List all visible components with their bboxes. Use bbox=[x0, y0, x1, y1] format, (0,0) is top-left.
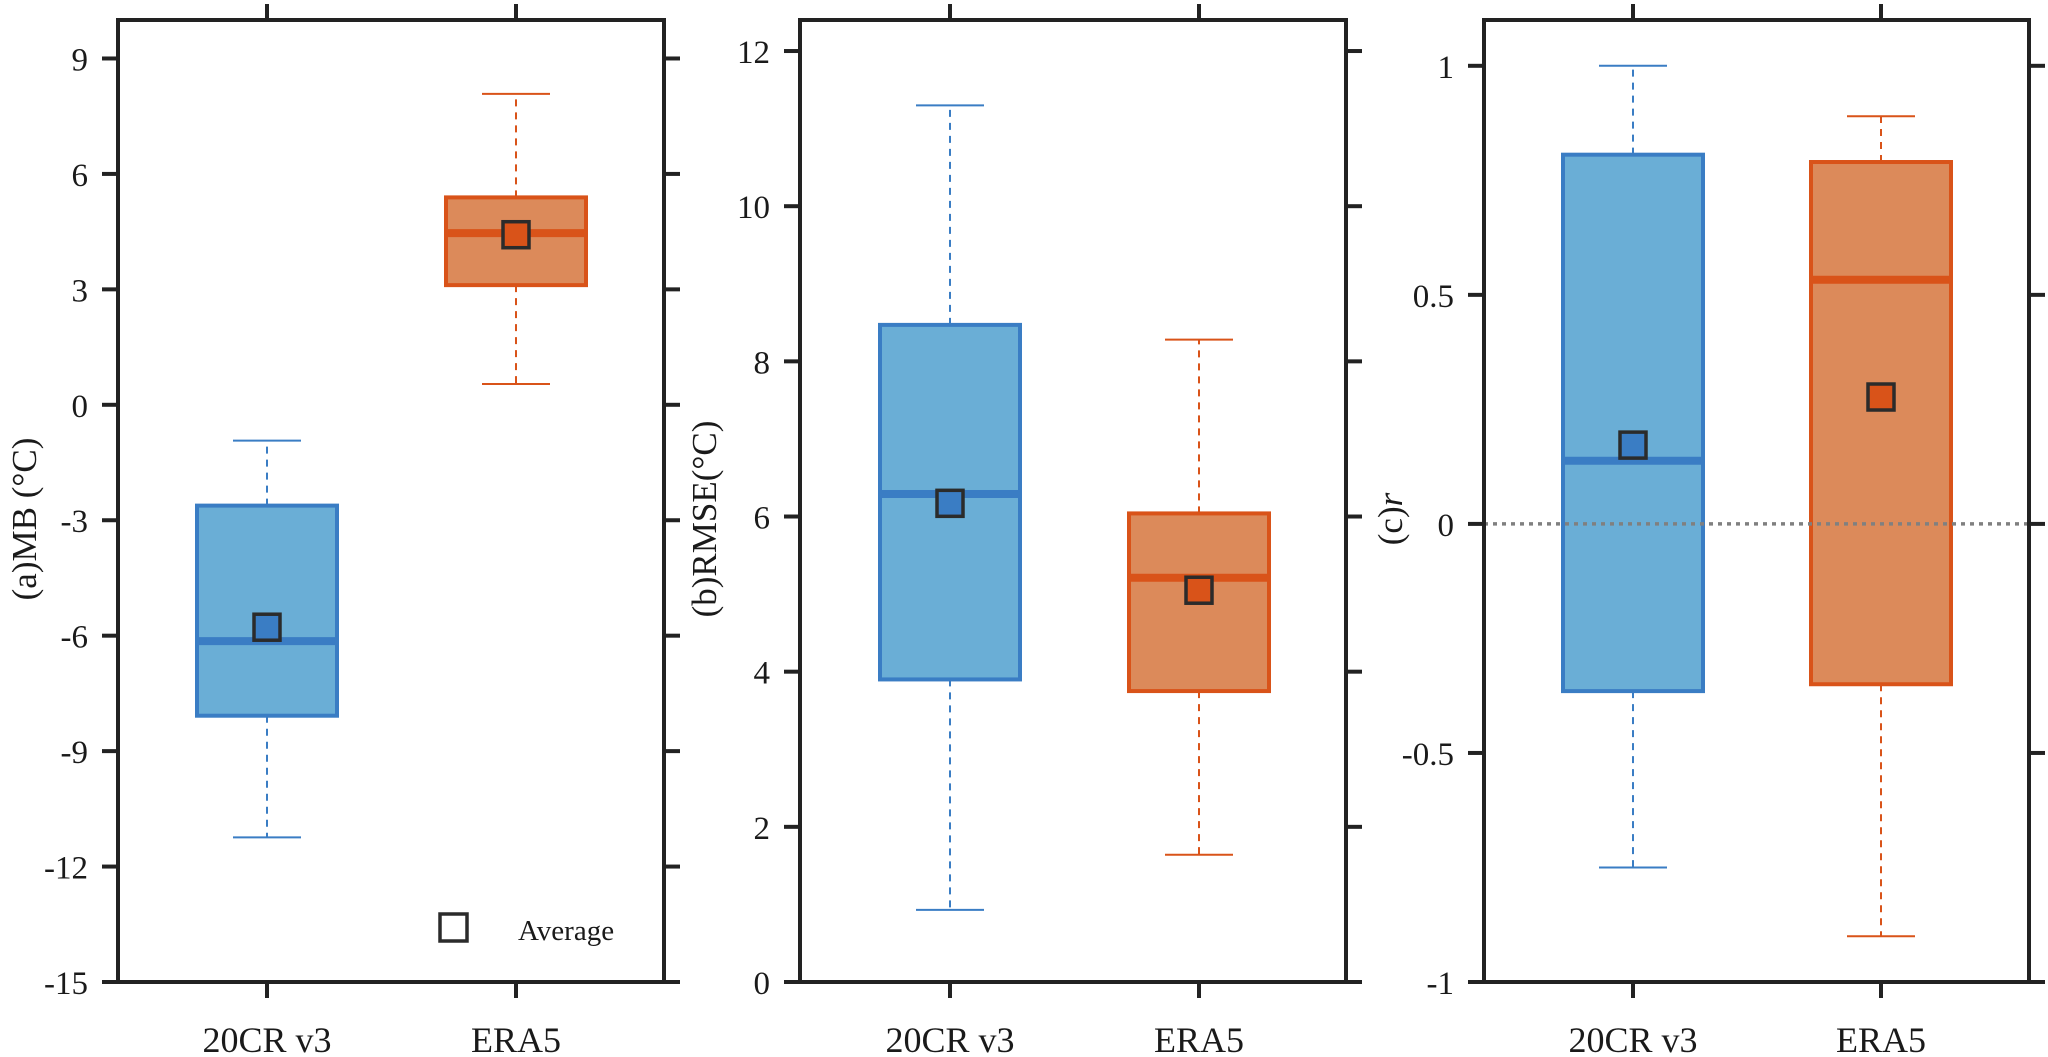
y-tick-label: 0 bbox=[1438, 508, 1455, 544]
axes-frame bbox=[798, 18, 1348, 984]
y-axis-title-italic-part: r bbox=[1371, 492, 1410, 506]
x-tick-label: 20CR v3 bbox=[202, 1020, 331, 1057]
box-era5 bbox=[1809, 115, 1953, 938]
y-tick-label: -15 bbox=[44, 966, 88, 1002]
panel-c-correlation: -1 -0.5 0 0.5 1 20CR v3 ERA5 (c)r bbox=[1371, 4, 2045, 1057]
y-tick-label: 0 bbox=[754, 966, 771, 1002]
mean-marker bbox=[501, 219, 531, 250]
mean-marker bbox=[252, 612, 282, 642]
mean-marker bbox=[935, 488, 965, 519]
y-tick-label: 0 bbox=[72, 389, 89, 425]
mean-marker bbox=[1618, 430, 1648, 460]
y-tick-label: -1 bbox=[1427, 966, 1455, 1002]
y-axis-title-part: (c) bbox=[1371, 506, 1410, 545]
y-tick-label: 6 bbox=[754, 501, 771, 537]
y-tick-label: 8 bbox=[754, 345, 771, 381]
y-tick-label: -3 bbox=[61, 504, 89, 540]
box-20cr-v3 bbox=[878, 104, 1022, 911]
iqr-box bbox=[195, 503, 339, 718]
y-tick-label: -0.5 bbox=[1402, 737, 1454, 773]
y-tick-label: 9 bbox=[72, 42, 89, 78]
legend-square-marker bbox=[438, 912, 469, 943]
y-tick-label: 3 bbox=[72, 273, 89, 309]
panel-b-rmse: 0 2 4 6 8 10 12 20CR v3 ERA5 (b)RMSE(°C) bbox=[685, 4, 1362, 1057]
y-tick-label: 1 bbox=[1438, 50, 1455, 86]
legend-label-average: Average bbox=[518, 915, 614, 947]
box-20cr-v3 bbox=[195, 439, 339, 839]
mean-marker bbox=[1866, 382, 1896, 412]
mean-marker bbox=[1184, 575, 1214, 605]
y-tick-label: -12 bbox=[44, 851, 88, 887]
y-tick-label: -6 bbox=[61, 620, 89, 656]
y-tick-label: -9 bbox=[61, 735, 89, 771]
box-era5 bbox=[1127, 338, 1271, 856]
panel-a-mean-bias: -15 -12 -9 -6 -3 0 3 6 9 20CR v3 ERA5 (a)MB (°C) Ave… bbox=[5, 4, 680, 1057]
axes-frame bbox=[116, 18, 666, 984]
x-tick-label: ERA5 bbox=[471, 1020, 561, 1057]
y-tick-label: 0.5 bbox=[1413, 279, 1454, 315]
box-20cr-v3 bbox=[1561, 64, 1705, 869]
iqr-box bbox=[1561, 152, 1705, 694]
axes-frame bbox=[1482, 18, 2031, 984]
x-tick-label: 20CR v3 bbox=[885, 1020, 1014, 1057]
iqr-box bbox=[1809, 160, 1953, 687]
y-axis-title: (c)r bbox=[1371, 492, 1410, 545]
y-axis-title: (b)RMSE(°C) bbox=[685, 421, 724, 618]
x-tick-label: ERA5 bbox=[1154, 1020, 1244, 1057]
y-tick-label: 10 bbox=[737, 190, 770, 226]
x-tick-label: ERA5 bbox=[1836, 1020, 1926, 1057]
y-tick-label: 2 bbox=[754, 811, 771, 847]
y-tick-label: 6 bbox=[72, 158, 89, 194]
y-axis-title: (a)MB (°C) bbox=[5, 438, 44, 601]
y-axis-title-part: (b)RMSE(°C) bbox=[685, 421, 724, 618]
y-tick-label: 4 bbox=[754, 656, 771, 692]
y-tick-label: 12 bbox=[737, 35, 770, 71]
legend: Average bbox=[438, 912, 614, 947]
y-axis-title-part: (a)MB (°C) bbox=[5, 438, 44, 601]
x-tick-label: 20CR v3 bbox=[1568, 1020, 1697, 1057]
box-era5 bbox=[444, 92, 588, 386]
